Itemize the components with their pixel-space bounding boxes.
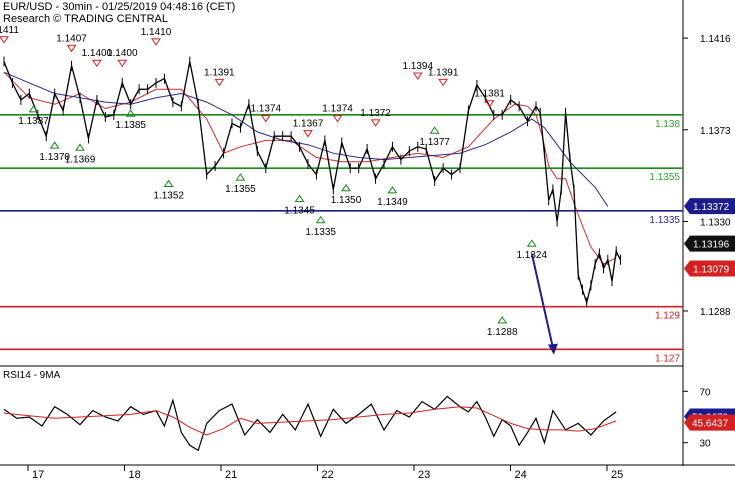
swing-high-marker xyxy=(117,59,128,68)
swing-high-label: 1.1374 xyxy=(250,104,281,115)
date-tick-label: 21 xyxy=(225,469,237,480)
date-tick-label: 25 xyxy=(611,469,623,480)
rsi-series xyxy=(3,395,617,452)
price-tag-label: 1.13372 xyxy=(693,202,730,213)
swing-high-label: 1.1407 xyxy=(56,33,87,44)
date-tick-label: 22 xyxy=(322,469,334,480)
support-resistance-lines: 1.138 1.1355 1.1335 1.129 1.127 xyxy=(0,114,683,364)
level-label: 1.1355 xyxy=(649,172,680,183)
swing-high-marker xyxy=(332,115,343,123)
price-tag xyxy=(684,235,735,252)
rsi-value-label: 45.6437 xyxy=(692,419,729,430)
level-label: 1.129 xyxy=(655,311,680,322)
price-tag xyxy=(684,260,735,277)
swing-high-label: 1.1400 xyxy=(82,48,113,59)
rsi-value-tag xyxy=(684,414,735,431)
swing-low-label: 1.1387 xyxy=(18,116,49,127)
swing-high-label: 1.1374 xyxy=(322,104,353,115)
swing-low-marker xyxy=(341,183,351,192)
date-tick-label: 23 xyxy=(418,469,430,480)
date-axis-ticks: 17 18 21 22 23 24 25 xyxy=(27,465,623,480)
rsi-panel-title: RSI14 - 9MA xyxy=(3,370,61,381)
swing-low-label: 1.1335 xyxy=(305,227,336,238)
swing-low-label: 1.1349 xyxy=(377,197,408,208)
swing-high-marker xyxy=(412,72,423,80)
swing-high-marker xyxy=(303,130,313,138)
rsi-line xyxy=(3,406,617,436)
swing-low-label: 1.1288 xyxy=(487,327,518,338)
swing-high-marker xyxy=(484,100,495,108)
swing-low-label: 1.1350 xyxy=(331,195,362,206)
price-tags: 1.13372 1.13196 1.13079 xyxy=(684,198,735,277)
swing-low-marker xyxy=(526,239,537,247)
rsi-tick-label: 70 xyxy=(699,387,711,398)
swing-high-label: 1.1372 xyxy=(360,108,391,119)
swing-low-marker xyxy=(75,143,85,151)
price-series xyxy=(3,56,621,308)
price-axis-ticks: 1.1416 1.1373 1.1330 1.1288 xyxy=(683,34,731,318)
swing-low-marker xyxy=(28,105,39,113)
swing-high-marker xyxy=(438,78,449,87)
price-tag xyxy=(684,198,735,215)
chart-subtitle: Research © TRADING CENTRAL xyxy=(3,13,168,25)
date-tick-label: 18 xyxy=(129,469,141,480)
price-tick-label: 1.1416 xyxy=(700,34,731,45)
price-tag-label: 1.13079 xyxy=(693,265,730,276)
forecast-arrow xyxy=(530,253,558,355)
forecast-arrow-head xyxy=(547,343,558,355)
chart-title: EUR/USD - 30min - 01/25/2019 04:48:16 (C… xyxy=(3,1,236,13)
swing-low-label: 1.1370 xyxy=(39,152,70,163)
swing-high-label: 1.1381 xyxy=(474,89,505,100)
swing-low-label: 1.1385 xyxy=(115,120,146,131)
swing-high-label: 1.1400 xyxy=(107,48,138,59)
price-tick-label: 1.1330 xyxy=(700,217,731,228)
swing-high-label: 1.1367 xyxy=(293,119,324,130)
swing-high-marker xyxy=(0,36,9,44)
swing-high-marker xyxy=(370,119,381,127)
swing-low-label: 1.1369 xyxy=(65,154,96,165)
swing-low-marker xyxy=(429,126,440,134)
swing-high-label: 1.1411 xyxy=(0,25,19,36)
swing-low-marker xyxy=(497,316,508,324)
swing-low-label: 1.1377 xyxy=(419,137,450,148)
swing-high-marker xyxy=(66,44,77,53)
swing-high-marker xyxy=(260,115,271,123)
swing-low-marker xyxy=(235,173,246,181)
price-tick-label: 1.1288 xyxy=(700,307,731,318)
swing-low-label: 1.1345 xyxy=(284,205,315,216)
level-label: 1.138 xyxy=(655,119,680,130)
price-tick-label: 1.1373 xyxy=(700,126,731,137)
swing-high-label: 1.1391 xyxy=(204,67,235,78)
rsi-tick-label: 30 xyxy=(699,439,711,450)
swing-low-label: 1.1355 xyxy=(225,184,256,195)
ma-slow-line xyxy=(3,71,609,207)
date-tick-label: 17 xyxy=(32,469,44,480)
swing-low-marker xyxy=(163,179,174,188)
date-tick-label: 24 xyxy=(515,469,527,480)
swing-low-marker xyxy=(49,141,60,149)
level-label: 1.1335 xyxy=(649,215,680,226)
forecast-arrow-shaft xyxy=(530,253,554,348)
swing-low-label: 1.1352 xyxy=(153,191,184,202)
swing-low-marker xyxy=(294,194,305,202)
swing-low-marker xyxy=(387,186,398,194)
price-tag-label: 1.13196 xyxy=(693,240,730,251)
swing-high-label: 1.1391 xyxy=(428,67,459,78)
swing-low-marker xyxy=(125,109,136,117)
swing-high-label: 1.1394 xyxy=(402,61,433,72)
rsi-axis-ticks: 703050.367945.6437 xyxy=(683,387,735,450)
swing-high-label: 1.1410 xyxy=(141,27,172,38)
level-label: 1.127 xyxy=(655,353,680,364)
swing-low-marker xyxy=(315,215,326,224)
swing-high-marker xyxy=(214,78,225,87)
price-line xyxy=(3,61,621,305)
rsi-line xyxy=(3,395,617,452)
swing-markers: 1.14111.13871.13701.14071.13691.14001.14… xyxy=(0,25,548,338)
swing-high-marker xyxy=(151,38,161,46)
swing-high-marker xyxy=(91,59,102,68)
